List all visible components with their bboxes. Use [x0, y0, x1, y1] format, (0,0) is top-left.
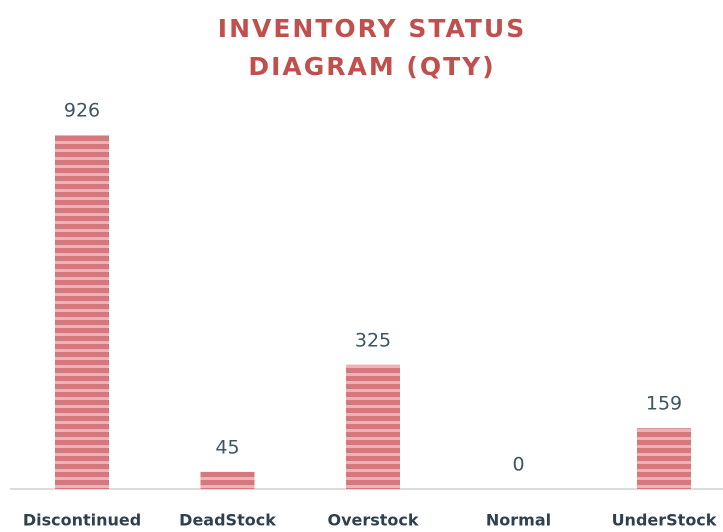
bar [200, 471, 255, 489]
value-label: 926 [64, 100, 100, 122]
x-tick-label: Overstock [327, 511, 418, 530]
value-label: 45 [215, 436, 239, 458]
x-tick-label: UnderStock [612, 511, 717, 530]
bar [55, 135, 109, 489]
value-label: 325 [355, 329, 391, 351]
bar [346, 364, 400, 489]
value-label: 159 [646, 393, 682, 415]
bar [637, 428, 691, 489]
x-tick-label: Discontinued [23, 511, 141, 530]
chart-title: INVENTORY STATUS DIAGRAM (QTY) [217, 14, 527, 81]
x-tick-label: Normal [486, 511, 551, 530]
x-tick-label: DeadStock [179, 511, 276, 530]
value-label: 0 [512, 454, 524, 476]
